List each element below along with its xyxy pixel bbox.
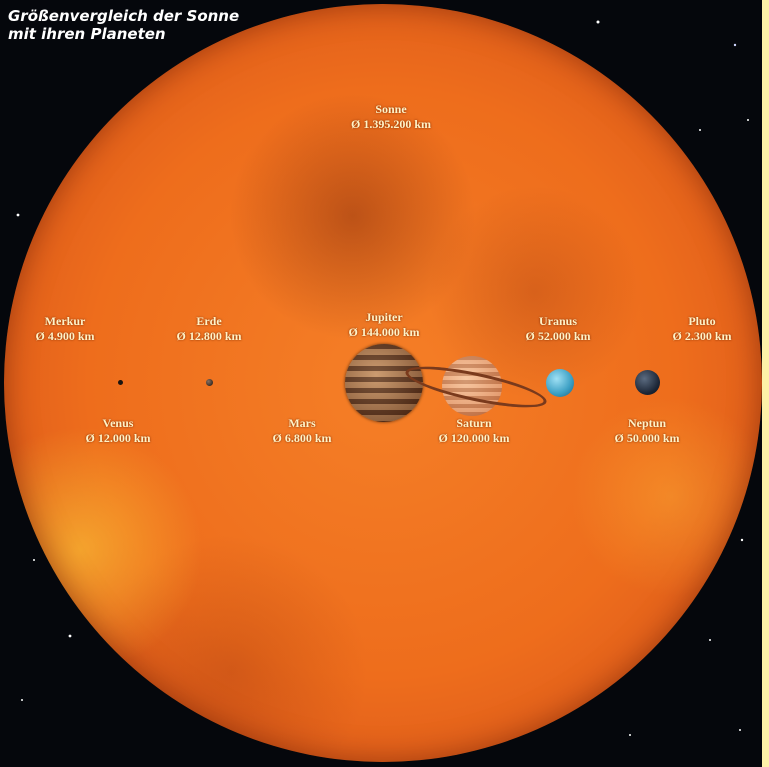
label-erde-name: Erde — [196, 314, 222, 328]
planet-venus — [206, 379, 213, 386]
star — [629, 734, 631, 736]
label-uranus-name: Uranus — [538, 314, 578, 328]
caption-line-2: mit ihren Planeten — [8, 25, 166, 43]
label-jupiter-name: Jupiter — [365, 310, 403, 324]
star — [733, 43, 737, 47]
label-erde-diameter: Ø 12.800 km — [176, 329, 242, 343]
star — [33, 559, 35, 561]
sun-name: Sonne — [375, 102, 407, 116]
planet-jupiter — [345, 344, 423, 422]
label-pluto-diameter: Ø 2.300 km — [672, 329, 732, 343]
label-saturn: Saturn Ø 120.000 km — [438, 416, 509, 446]
star — [747, 119, 749, 121]
label-mars-diameter: Ø 6.800 km — [272, 431, 332, 445]
star — [21, 699, 23, 701]
star — [16, 213, 20, 217]
star — [699, 129, 701, 131]
label-venus-name: Venus — [102, 416, 134, 430]
label-mars-name: Mars — [288, 416, 316, 430]
label-jupiter: Jupiter Ø 144.000 km — [348, 310, 419, 340]
label-neptun: Neptun Ø 50.000 km — [614, 416, 679, 446]
label-uranus-diameter: Ø 52.000 km — [525, 329, 591, 343]
label-neptun-diameter: Ø 50.000 km — [614, 431, 680, 445]
label-mars: Mars Ø 6.800 km — [272, 416, 331, 446]
caption-line-1: Größenvergleich der Sonne — [8, 7, 240, 25]
star — [709, 639, 711, 641]
planet-neptun — [635, 370, 660, 395]
label-venus-diameter: Ø 12.000 km — [85, 431, 151, 445]
label-merkur-name: Merkur — [44, 314, 86, 328]
planet-uranus — [546, 369, 574, 397]
label-saturn-name: Saturn — [456, 416, 492, 430]
label-merkur-diameter: Ø 4.900 km — [35, 329, 95, 343]
star — [596, 20, 600, 24]
planet-saturn — [442, 356, 502, 416]
star — [740, 538, 744, 542]
label-uranus: Uranus Ø 52.000 km — [525, 314, 590, 344]
sun-label: Sonne Ø 1.395.200 km — [351, 102, 431, 132]
sun-diameter: Ø 1.395.200 km — [350, 117, 432, 131]
label-merkur: Merkur Ø 4.900 km — [35, 314, 94, 344]
star — [739, 729, 741, 731]
label-pluto-name: Pluto — [688, 314, 716, 328]
label-pluto: Pluto Ø 2.300 km — [672, 314, 731, 344]
planet-merkur — [118, 380, 123, 385]
page-edge-strip — [762, 0, 769, 767]
label-saturn-diameter: Ø 120.000 km — [438, 431, 510, 445]
label-erde: Erde Ø 12.800 km — [176, 314, 241, 344]
label-neptun-name: Neptun — [627, 416, 667, 430]
star — [68, 634, 72, 638]
label-jupiter-diameter: Ø 144.000 km — [348, 325, 420, 339]
label-venus: Venus Ø 12.000 km — [85, 416, 150, 446]
